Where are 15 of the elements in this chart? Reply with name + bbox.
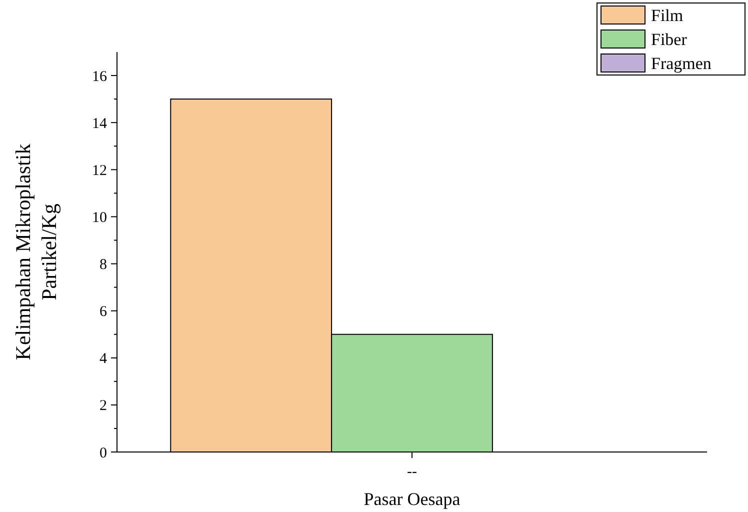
legend-label: Film (651, 6, 684, 25)
x-tick-label: -- (407, 464, 417, 480)
legend-label: Fiber (651, 30, 688, 49)
y-tick-label: 0 (100, 445, 107, 462)
y-tick-label: 16 (92, 68, 108, 85)
y-tick-label: 10 (92, 210, 107, 226)
y-tick-label: 2 (100, 398, 107, 414)
x-axis-title: Pasar Oesapa (364, 489, 460, 509)
y-tick-label: 14 (92, 116, 108, 132)
y-tick-label: 4 (100, 351, 108, 368)
y-axis-title: Kelimpahan Mikroplastik Partikel/Kg (11, 143, 61, 360)
legend-label: Fragmen (651, 54, 712, 73)
y-tick-label: 12 (92, 162, 107, 179)
y-tick-label: 8 (100, 257, 107, 274)
y-tick-label: 6 (100, 304, 108, 320)
